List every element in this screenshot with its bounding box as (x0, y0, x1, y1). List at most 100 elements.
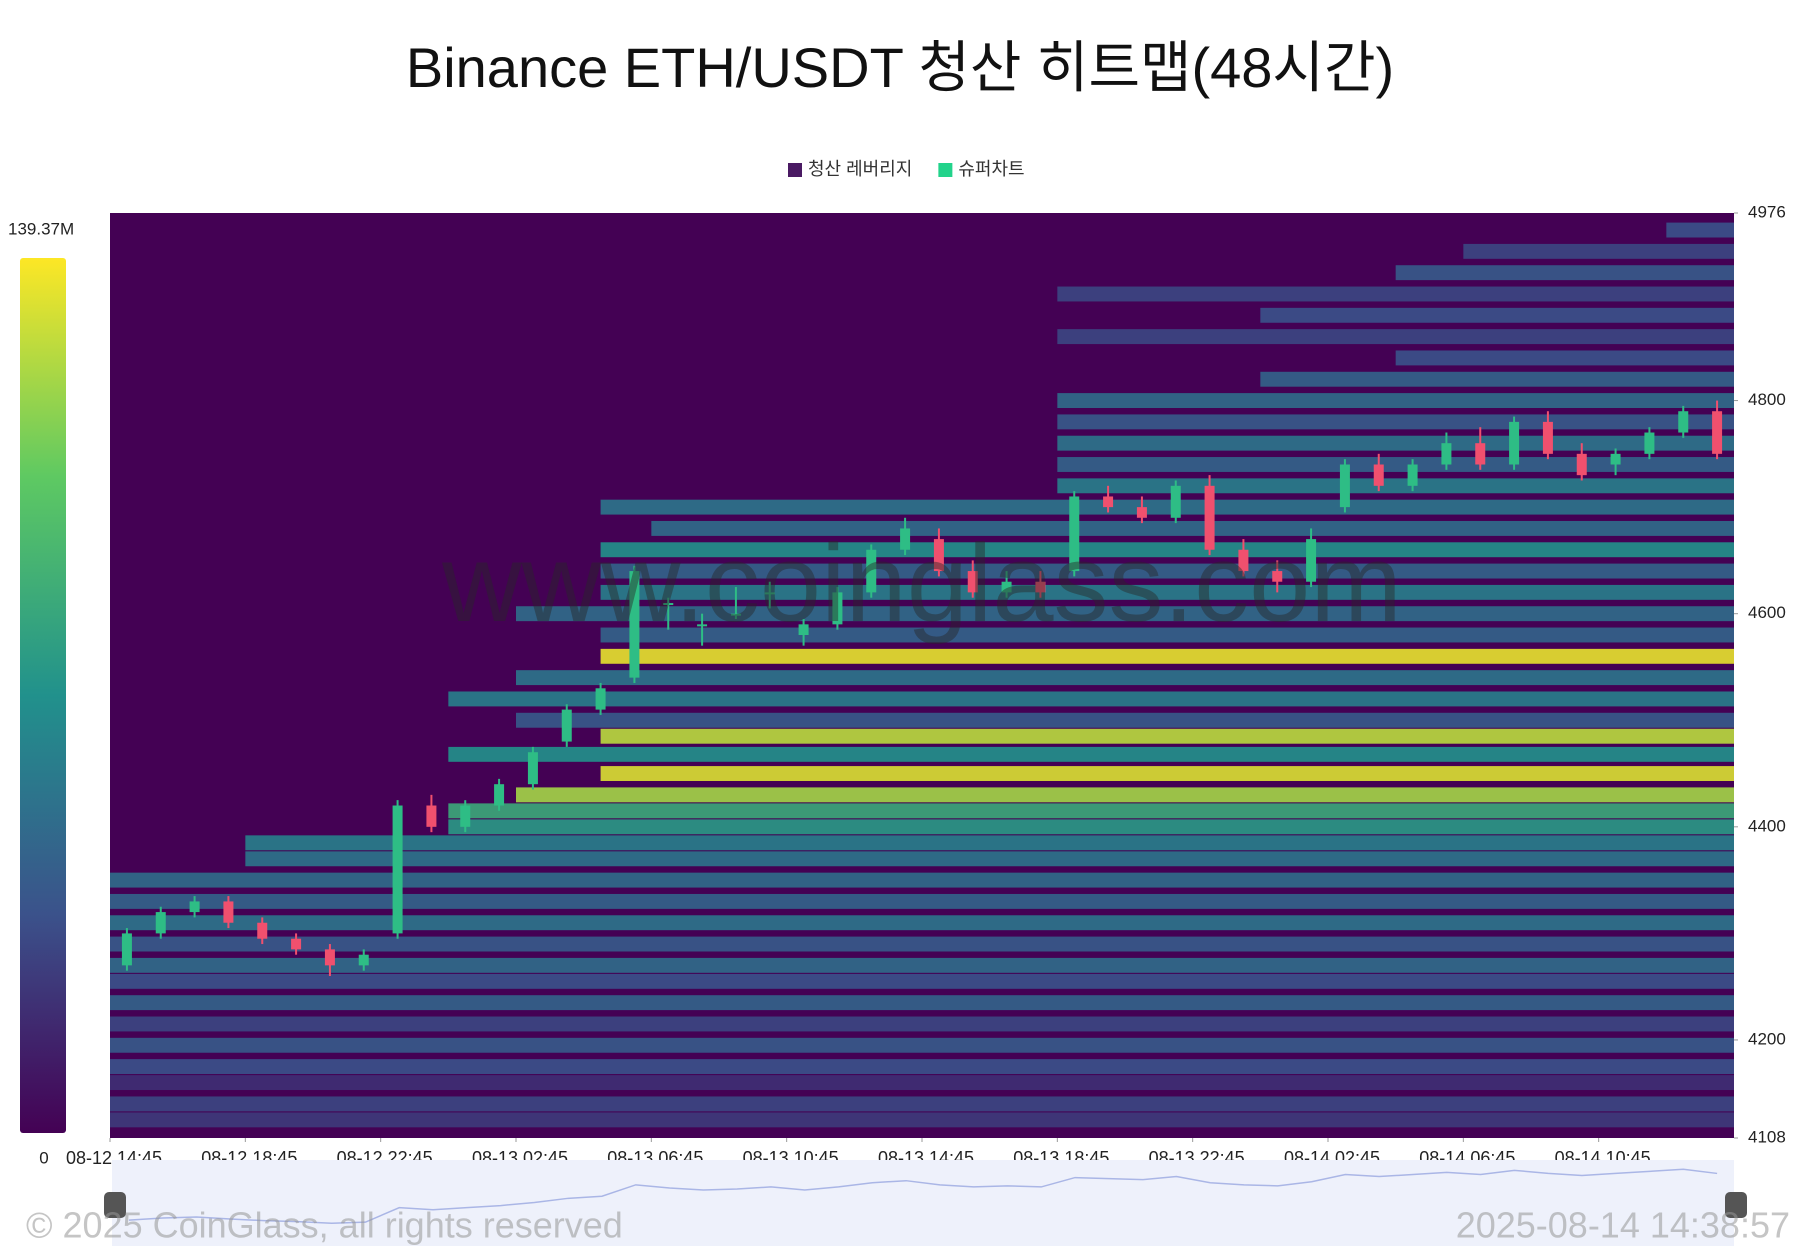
candle-body (697, 624, 708, 627)
liquidation-level (110, 1112, 1734, 1128)
legend: 청산 레버리지 슈퍼차트 (788, 159, 1025, 179)
liquidation-level (110, 872, 1734, 888)
candle-body (527, 752, 538, 785)
candle-body (358, 954, 369, 966)
candle-body (1576, 453, 1587, 476)
liquidation-level (1057, 457, 1734, 472)
colorbar-label: 139.37M (8, 219, 74, 238)
candle-body (223, 901, 234, 923)
navigator-line (128, 1168, 1718, 1224)
watermark: www.coinglass.com (441, 522, 1402, 645)
candle-body (1339, 464, 1350, 508)
y-tick-label: 4108 (1748, 1127, 1786, 1146)
candle-body (764, 592, 775, 595)
candle-body (1238, 549, 1249, 572)
liquidation-level (1260, 307, 1734, 323)
liquidation-level (110, 915, 1734, 931)
navigator-handle[interactable] (1725, 1192, 1747, 1218)
liquidation-level (245, 851, 1734, 867)
liquidation-level (600, 728, 1735, 744)
candle-body (1542, 421, 1553, 454)
candle-body (1610, 453, 1621, 465)
candle-body (967, 571, 978, 593)
candle-body (561, 709, 572, 742)
liquidation-level (1260, 371, 1734, 387)
navigator-handle[interactable] (104, 1192, 126, 1218)
candle-body (1644, 432, 1655, 454)
liquidation-level (600, 648, 1735, 664)
liquidation-level (600, 766, 1735, 782)
legend-label: 슈퍼차트 (958, 159, 1024, 179)
candle-body (1035, 581, 1046, 593)
candle-body (1204, 485, 1215, 550)
navigator-series (128, 1168, 1718, 1224)
candle-body (1272, 571, 1283, 582)
candle-body (595, 688, 606, 710)
chart-title: Binance ETH/USDT 청산 히트맵(48시간) (406, 36, 1394, 99)
candle-body (189, 901, 200, 913)
candle-body (1103, 496, 1114, 508)
legend-label: 청산 레버리지 (808, 159, 912, 179)
candle-body (1001, 581, 1012, 593)
footer-timestamp: 2025-08-14 14:38:57 (1456, 1205, 1790, 1246)
liquidation-level (1057, 414, 1734, 430)
y-tick-label: 4800 (1748, 390, 1786, 409)
colorbar (20, 258, 66, 1133)
liquidation-level (448, 819, 1734, 835)
candle-body (798, 624, 809, 636)
liquidation-level (1057, 329, 1734, 345)
candle-body (1069, 496, 1080, 572)
liquidation-level (1395, 350, 1734, 366)
liquidation-level (110, 1059, 1734, 1075)
liquidation-level (1057, 435, 1734, 451)
liquidation-level (600, 627, 1735, 643)
liquidation-level (600, 563, 1735, 579)
liquidation-level (448, 691, 1734, 707)
candle-body (1678, 411, 1689, 433)
liquidation-level (516, 787, 1734, 803)
candle-body (730, 613, 741, 616)
navigator (112, 1160, 1734, 1246)
liquidation-level (600, 499, 1735, 515)
liquidation-level (516, 670, 1734, 686)
heatmap (110, 222, 1735, 1128)
liquidation-level (600, 584, 1735, 600)
liquidation-level (110, 1075, 1734, 1091)
liquidation-level (110, 893, 1734, 909)
candle-body (460, 805, 471, 827)
liquidation-level (1666, 222, 1734, 238)
candle-body (900, 528, 911, 550)
candle-body (663, 603, 674, 606)
liquidation-level (245, 835, 1734, 851)
candle-body (1712, 411, 1723, 454)
liquidation-level (1057, 286, 1734, 302)
y-tick-label: 4400 (1748, 816, 1786, 835)
liquidation-level (110, 1096, 1734, 1112)
candle-body (1170, 485, 1181, 518)
liquidation-level (600, 542, 1735, 558)
candle-body (121, 933, 132, 966)
liquidation-level (110, 1016, 1734, 1032)
candle-body (1475, 443, 1486, 465)
liquidation-level (110, 936, 1734, 952)
candle-body (1306, 539, 1317, 582)
liquidation-level (110, 957, 1734, 973)
candle-body (1441, 443, 1452, 465)
candle-body (1373, 464, 1384, 486)
liquidation-level (651, 520, 1735, 536)
candle-body (426, 805, 437, 827)
candle-body (1509, 421, 1520, 465)
liquidation-level (516, 606, 1734, 622)
liquidation-level (1395, 265, 1734, 281)
candle-body (392, 805, 403, 934)
candles (121, 400, 1723, 977)
footer-copyright: © 2025 CoinGlass, all rights reserved (26, 1205, 623, 1246)
legend-swatch (788, 163, 802, 177)
liquidation-level (110, 995, 1734, 1011)
liquidation-level (1057, 393, 1734, 409)
candle-body (832, 592, 843, 625)
candle-body (1136, 507, 1147, 518)
candle-body (155, 912, 166, 934)
candle-body (629, 571, 640, 678)
colorbar-label: 0 (39, 1148, 48, 1167)
